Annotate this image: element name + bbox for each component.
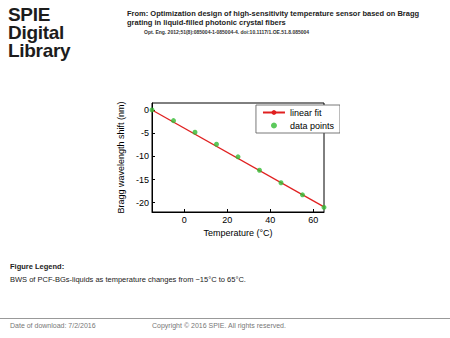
svg-text:Bragg wavelength shift (nm): Bragg wavelength shift (nm): [116, 101, 126, 213]
html-text:Figure Legend:: Figure Legend:: [10, 262, 65, 271]
html-text:Digital: Digital: [8, 22, 64, 43]
svg-text:-20: -20: [136, 198, 149, 208]
svg-text:linear fit: linear fit: [290, 108, 322, 118]
svg-text:0: 0: [144, 105, 149, 115]
html-text:Copyright © 2016 SPIE. All rig: Copyright © 2016 SPIE. All rights reserv…: [152, 322, 286, 329]
svg-text:20: 20: [222, 215, 232, 225]
svg-text:data points: data points: [290, 121, 335, 131]
svg-text:Temperature (°C): Temperature (°C): [203, 228, 272, 238]
html-text:From: Optimization design of h: From: Optimization design of high-sensit…: [127, 9, 420, 27]
svg-text:0: 0: [182, 215, 187, 225]
html-text:BWS of PCF-BGs-liquids as temp: BWS of PCF-BGs-liquids as temperature ch…: [10, 275, 246, 284]
svg-text:-5: -5: [141, 128, 149, 138]
svg-text:40: 40: [265, 215, 275, 225]
svg-text:60: 60: [308, 215, 318, 225]
svg-text:-10: -10: [136, 151, 149, 161]
html-text:SPIE: SPIE: [8, 4, 51, 25]
html-text:Library: Library: [8, 40, 71, 61]
html-text:Date of download: 7/2/2016: Date of download: 7/2/2016: [10, 322, 96, 329]
svg-text:-15: -15: [136, 175, 149, 185]
html-text:Opt. Eng. 2012;51(8):085004-1-: Opt. Eng. 2012;51(8):085004-1-085004-4. …: [144, 29, 310, 35]
